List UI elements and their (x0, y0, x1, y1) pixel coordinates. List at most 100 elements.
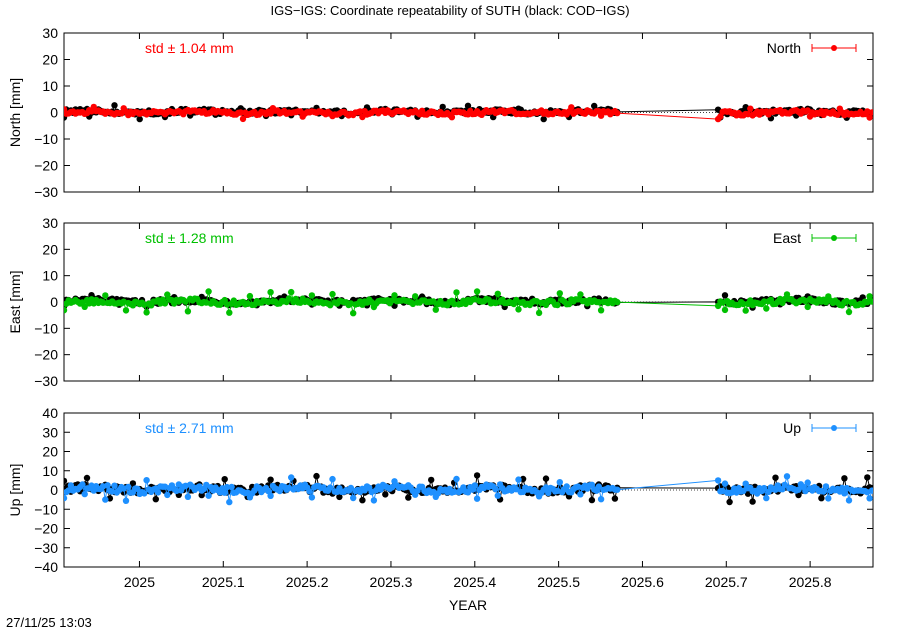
cod-igs-series-point (64, 477, 68, 485)
igs-igs-series-point (122, 307, 130, 314)
cod-igs-series-point (359, 497, 366, 504)
igs-igs-series-point (327, 484, 334, 491)
igs-igs-series-point (760, 484, 768, 492)
cod-igs-series-point (83, 474, 91, 482)
igs-igs-series-point (99, 299, 107, 306)
y-tick-label: −30 (34, 540, 58, 556)
igs-igs-series-point (228, 483, 235, 491)
igs-igs-series-point (838, 484, 846, 492)
igs-igs-series-point (577, 491, 584, 498)
figure-title: IGS−IGS: Coordinate repeatability of SUT… (270, 3, 629, 18)
std-label: std ± 1.28 mm (145, 230, 234, 246)
igs-igs-series-point (453, 289, 460, 296)
y-tick-label: 0 (50, 294, 58, 310)
igs-igs-series-point (267, 110, 274, 117)
cod-igs-series-point (136, 115, 143, 123)
y-tick-label: 0 (50, 482, 58, 498)
igs-igs-series-point (822, 483, 830, 490)
y-tick-label: −40 (34, 559, 58, 575)
y-tick-label: 40 (42, 405, 58, 421)
x-tick-label: 2025.1 (202, 574, 245, 590)
y-tick-label: −10 (34, 320, 58, 336)
legend-label: East (773, 230, 801, 246)
y-tick-label: −30 (34, 373, 58, 389)
igs-igs-series-point (327, 302, 334, 309)
y-tick-label: 10 (42, 78, 58, 94)
legend-marker (831, 235, 837, 241)
igs-igs-series-point (308, 292, 316, 299)
cod-igs-series-point (542, 475, 550, 482)
igs-igs-series-point (161, 300, 169, 307)
igs-igs-series-point (143, 309, 150, 316)
igs-igs-series-point (825, 495, 832, 502)
igs-igs-series-point (356, 108, 364, 115)
igs-igs-series-point (471, 482, 479, 489)
igs-igs-series-point (513, 486, 520, 493)
igs-igs-series-point (515, 306, 522, 313)
igs-igs-series-point (760, 298, 768, 305)
x-tick-label: 2025.4 (453, 574, 496, 590)
igs-igs-series-point (577, 291, 584, 298)
igs-igs-series-point (141, 490, 148, 497)
igs-igs-series-point (350, 310, 357, 317)
igs-igs-series-point (866, 495, 873, 502)
igs-igs-series-point (237, 109, 244, 116)
igs-igs-series-point (184, 493, 192, 500)
y-tick-label: −20 (34, 521, 58, 537)
y-tick-label: 10 (42, 268, 58, 284)
igs-igs-series-point (226, 498, 233, 506)
cod-igs-series-point (129, 480, 137, 487)
y-tick-label: 30 (42, 215, 58, 231)
igs-igs-series-point (804, 479, 811, 486)
igs-igs-series-point (267, 289, 274, 296)
igs-igs-series-point (556, 479, 563, 486)
igs-igs-series-point (102, 292, 109, 299)
panel-up: −40 −30 −20 −10 0 10 20 30 40 2025 2025.1 2025.2 202… (7, 405, 874, 590)
igs-igs-series-point (226, 309, 233, 316)
igs-igs-series-point (740, 300, 747, 308)
igs-igs-series-point (223, 483, 231, 491)
legend-label: North (767, 40, 801, 56)
x-tick-label: 2025.6 (621, 574, 664, 590)
igs-igs-series-point (451, 300, 458, 308)
igs-igs-series-point (795, 486, 802, 493)
igs-igs-series-point (267, 492, 274, 499)
igs-igs-series-point (820, 488, 827, 495)
igs-igs-series-point (79, 481, 86, 488)
igs-igs-series-point (102, 496, 109, 503)
igs-igs-series-point (265, 298, 272, 305)
cod-igs-series-point (611, 495, 619, 502)
igs-igs-series-point (866, 293, 873, 300)
cod-igs-series-point (439, 103, 446, 111)
y-tick-label: 30 (42, 25, 58, 41)
igs-igs-series-point (494, 492, 501, 499)
igs-igs-series-point (845, 308, 853, 316)
y-tick-label: −10 (34, 501, 58, 517)
cod-igs-series-point (313, 472, 320, 480)
x-tick-label: 2025.7 (705, 574, 748, 590)
igs-igs-series-point (143, 477, 150, 484)
igs-igs-series-point (184, 308, 192, 315)
igs-igs-series-point (432, 306, 439, 313)
igs-igs-series-point (595, 483, 602, 490)
legend: East (773, 230, 857, 246)
cod-igs-series-point (464, 102, 472, 110)
igs-igs-series-point (535, 309, 543, 317)
cod-igs-series-point (473, 472, 481, 479)
igs-igs-series-point (370, 497, 378, 504)
igs-igs-series-point (81, 490, 88, 498)
cod-igs-series-point (588, 496, 596, 504)
igs-igs-series-point (64, 307, 68, 314)
igs-igs-series-point (164, 491, 171, 499)
igs-igs-series-point (285, 295, 293, 302)
igs-igs-series-point (453, 475, 460, 483)
igs-igs-series-point (347, 484, 355, 492)
std-label: std ± 1.04 mm (145, 40, 234, 56)
igs-igs-series-point (763, 494, 770, 502)
igs-igs-series (64, 103, 873, 123)
igs-igs-series-point (276, 487, 283, 495)
igs-igs-series-point (868, 487, 873, 494)
igs-igs-series-point (329, 475, 336, 483)
y-tick-label: −20 (34, 158, 58, 174)
